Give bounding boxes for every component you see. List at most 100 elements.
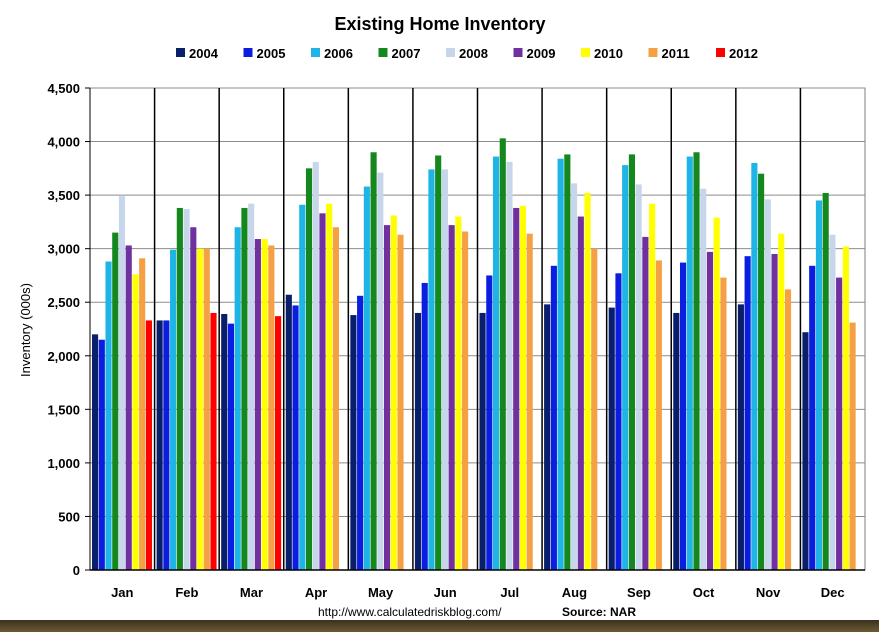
bar-2004-nov <box>737 304 744 570</box>
bar-2005-sep <box>615 273 622 570</box>
bar-2004-sep <box>608 307 615 570</box>
bar-2005-apr <box>292 305 299 570</box>
legend-swatch-2010 <box>581 48 590 57</box>
bar-2007-aug <box>564 154 571 571</box>
bar-2007-mar <box>241 207 248 570</box>
bar-2006-sep <box>622 165 629 570</box>
x-tick-label: Jan <box>111 585 133 600</box>
bar-2009-may <box>383 225 391 570</box>
bar-2007-nov <box>758 173 765 570</box>
legend: 2004 2005 2006 2007 2008 2009 2010 2011 2012 <box>176 46 758 61</box>
bar-2011-may <box>397 234 404 570</box>
bar-2007-feb <box>176 207 183 570</box>
bar-2008-oct <box>700 188 707 570</box>
bar-2009-jan <box>125 245 132 570</box>
bar-2006-jul <box>492 156 500 570</box>
bar-2007-jul <box>499 138 506 570</box>
x-tick-label: Nov <box>756 585 781 600</box>
bar-2006-oct <box>686 156 693 570</box>
source-label: Source: NAR <box>562 605 636 619</box>
bar-2004-jan <box>92 334 99 570</box>
y-tick-label: 3,000 <box>47 242 80 257</box>
bar-2008-apr <box>312 161 319 570</box>
y-tick-label: 4,500 <box>47 81 80 96</box>
legend-label-2004: 2004 <box>189 46 219 61</box>
bar-2011-apr <box>332 227 340 570</box>
bar-2010-jan <box>132 274 139 570</box>
y-tick-label: 0 <box>73 563 80 578</box>
bar-2009-apr <box>319 213 326 570</box>
bar-2010-feb <box>196 248 204 570</box>
bar-2008-nov <box>764 199 771 570</box>
bar-2005-dec <box>809 265 816 570</box>
bar-2009-jul <box>513 207 520 570</box>
bar-2011-dec <box>849 322 856 570</box>
bar-2009-feb <box>190 227 197 570</box>
x-tick-label: Mar <box>240 585 263 600</box>
bar-2011-jun <box>462 231 469 571</box>
bar-2006-jan <box>105 261 112 570</box>
bar-2004-jun <box>414 312 422 570</box>
legend-label-2012: 2012 <box>729 46 758 61</box>
legend-swatch-2008 <box>446 48 455 57</box>
bar-2008-feb <box>183 209 190 570</box>
bar-2010-oct <box>713 217 720 571</box>
y-tick-label: 2,500 <box>47 295 80 310</box>
bar-2007-may <box>370 152 377 570</box>
bar-2010-sep <box>649 203 656 570</box>
bar-2010-jun <box>455 216 462 571</box>
bar-2005-jun <box>421 282 428 570</box>
bar-2008-sep <box>635 184 642 570</box>
legend-swatch-2012 <box>716 48 725 57</box>
bar-2009-nov <box>771 254 778 570</box>
bar-2009-oct <box>706 251 714 570</box>
legend-label-2008: 2008 <box>459 46 488 61</box>
x-tick-label: Jun <box>434 585 457 600</box>
bar-2006-jun <box>428 169 435 570</box>
legend-label-2005: 2005 <box>257 46 286 61</box>
bar-2010-mar <box>261 239 268 570</box>
bar-2007-oct <box>693 152 700 570</box>
bar-2012-jan <box>145 320 152 570</box>
bar-2005-jan <box>98 339 105 570</box>
legend-swatch-2004 <box>176 48 185 57</box>
bar-2004-apr <box>285 294 292 570</box>
bar-2011-oct <box>720 277 727 570</box>
bar-2008-dec <box>829 234 836 570</box>
bar-2010-jul <box>519 205 527 571</box>
bar-2008-jun <box>441 169 448 570</box>
axes <box>85 87 865 571</box>
legend-swatch-2007 <box>378 48 388 57</box>
bar-2008-may <box>377 172 384 570</box>
legend-swatch-2009 <box>513 48 523 57</box>
y-tick-label: 1,500 <box>47 402 80 417</box>
legend-label-2010: 2010 <box>594 46 623 61</box>
category-separators <box>153 88 802 570</box>
bar-2010-aug <box>584 192 591 571</box>
bar-2011-feb <box>203 248 210 570</box>
bar-2008-jan <box>118 196 126 570</box>
bar-2007-sep <box>628 154 635 571</box>
bar-2005-mar <box>227 323 235 570</box>
bar-2004-jul <box>479 312 486 570</box>
bar-2006-mar <box>234 227 241 570</box>
x-tick-label: Oct <box>693 585 715 600</box>
y-axis-label: Inventory (000s) <box>18 283 33 377</box>
bar-2011-nov <box>784 289 792 570</box>
bar-2010-dec <box>842 246 849 570</box>
bar-2004-aug <box>544 304 551 570</box>
bar-2011-aug <box>591 248 598 570</box>
bar-2009-sep <box>642 236 649 570</box>
bar-2011-sep <box>655 260 662 570</box>
legend-swatch-2011 <box>648 48 658 57</box>
bar-2011-jan <box>139 258 146 570</box>
x-tick-label: Sep <box>627 585 651 600</box>
bar-2009-dec <box>836 277 843 570</box>
bar-2006-dec <box>815 200 823 570</box>
bar-2006-feb <box>170 249 177 570</box>
y-tick-label: 1,000 <box>47 456 80 471</box>
legend-swatch-2005 <box>243 48 253 57</box>
bar-2008-mar <box>248 203 255 570</box>
